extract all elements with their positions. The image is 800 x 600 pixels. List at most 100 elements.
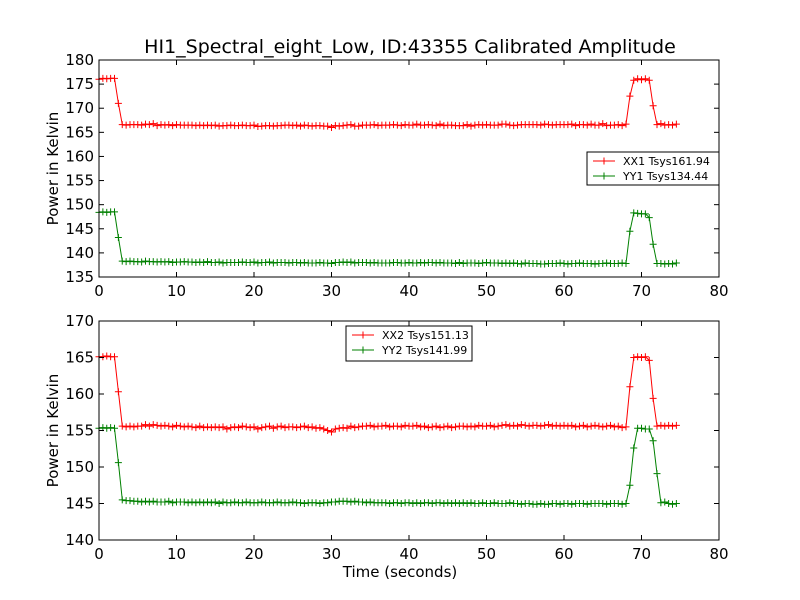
data-point	[603, 500, 611, 508]
data-point	[514, 500, 521, 507]
data-point	[614, 121, 622, 129]
y-tick-label: 155	[65, 422, 94, 440]
data-point	[161, 421, 169, 429]
data-point	[568, 500, 576, 508]
y-tick-label: 160	[65, 147, 94, 165]
data-point	[161, 498, 169, 506]
data-point	[672, 421, 680, 429]
bottom-x-axis-label: Time (seconds)	[342, 563, 458, 581]
data-point	[413, 120, 421, 128]
data-point	[599, 500, 607, 507]
data-point	[297, 499, 304, 507]
data-point	[436, 120, 444, 128]
y-tick-label: 160	[65, 385, 94, 403]
data-point	[525, 500, 533, 507]
data-point	[556, 500, 564, 508]
data-point	[180, 498, 188, 506]
data-point	[672, 500, 680, 507]
data-point	[328, 259, 335, 267]
data-point	[626, 227, 634, 235]
data-point	[467, 422, 475, 430]
data-point	[459, 122, 467, 130]
legend-box	[345, 325, 473, 362]
data-point	[669, 422, 676, 430]
data-point	[545, 500, 552, 508]
y-tick-label: 145	[65, 220, 94, 238]
data-point	[145, 498, 153, 506]
data-point	[219, 498, 227, 506]
data-point	[153, 122, 161, 130]
data-point	[599, 120, 607, 128]
data-point	[417, 423, 425, 431]
data-point	[452, 259, 459, 267]
data-point	[603, 422, 611, 430]
data-point	[289, 423, 297, 431]
bottom-axis-ticks: 0 10 20 30 40 50 60 70 80 140 145 150 155 160 165 170	[65, 312, 728, 563]
data-point	[192, 499, 200, 507]
data-point	[638, 424, 645, 432]
data-point	[324, 499, 332, 507]
data-point	[219, 423, 227, 431]
data-point	[630, 444, 638, 452]
series-2	[95, 424, 680, 508]
data-point	[405, 499, 413, 507]
data-point	[362, 499, 370, 507]
data-point	[583, 500, 591, 508]
y-tick-label: 175	[65, 75, 94, 93]
data-point	[266, 422, 273, 430]
data-point	[614, 500, 622, 507]
data-point	[506, 499, 514, 507]
data-point	[316, 500, 324, 507]
data-point	[657, 499, 665, 507]
data-point	[204, 423, 211, 431]
data-point	[138, 498, 146, 506]
data-point	[297, 122, 304, 130]
data-point	[440, 423, 448, 431]
data-point	[114, 388, 122, 396]
data-point	[653, 470, 661, 478]
data-point	[328, 124, 335, 132]
data-point	[331, 425, 339, 433]
data-point	[211, 498, 219, 506]
x-tick-label: 50	[477, 282, 496, 300]
data-point	[568, 421, 576, 429]
data-point	[448, 424, 456, 432]
data-point	[107, 424, 115, 432]
data-point	[343, 497, 351, 505]
data-point	[510, 421, 518, 429]
data-point	[211, 423, 219, 431]
data-point	[103, 424, 111, 432]
data-point	[649, 437, 657, 445]
data-point	[463, 121, 471, 129]
data-point	[215, 500, 223, 507]
data-point	[494, 422, 502, 430]
x-tick-label: 30	[322, 282, 341, 300]
data-point	[285, 499, 293, 507]
y-tick-label: 150	[65, 458, 94, 476]
x-tick-label: 80	[709, 545, 728, 563]
data-point	[665, 421, 673, 429]
data-point	[386, 423, 394, 431]
data-point	[122, 423, 130, 431]
data-point	[525, 422, 533, 430]
data-point	[204, 498, 211, 506]
data-point	[258, 498, 266, 506]
y-tick-label: 135	[65, 268, 94, 286]
y-tick-label: 140	[65, 244, 94, 262]
data-point	[537, 121, 545, 129]
data-point	[502, 500, 510, 507]
data-point	[610, 423, 618, 431]
data-point	[618, 424, 626, 432]
data-point	[645, 356, 653, 364]
data-point	[227, 499, 235, 507]
data-point	[196, 422, 204, 430]
data-point	[142, 421, 149, 429]
data-point	[661, 498, 669, 506]
y-tick-label: 140	[65, 531, 94, 549]
y-tick-label: 170	[65, 99, 94, 117]
data-point	[347, 121, 355, 129]
bottom-panel: 0 10 20 30 40 50 60 70 80 140 145 150 155 160 165 170 P…	[44, 312, 729, 581]
data-point	[475, 500, 483, 507]
data-point	[634, 75, 642, 83]
data-point	[634, 353, 642, 361]
